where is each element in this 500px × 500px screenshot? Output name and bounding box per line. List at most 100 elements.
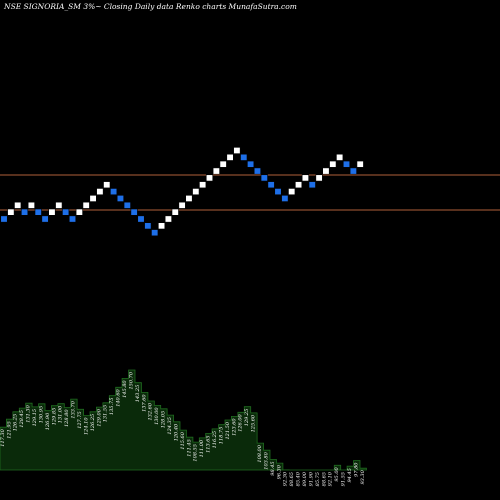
renko-brick-down (308, 181, 316, 189)
volume-value-label: 133.70 (71, 400, 77, 418)
volume-value-label: 113.65 (206, 435, 212, 453)
renko-brick-up (164, 215, 172, 223)
volume-value-label: 111.00 (199, 439, 205, 457)
volume-value-label: 126.00 (238, 413, 244, 431)
renko-brick-down (137, 215, 145, 223)
renko-brick-up (27, 201, 35, 209)
renko-brick-down (342, 160, 351, 168)
volume-value-label: 121.50 (225, 421, 231, 439)
volume-value-label: 131.30 (26, 404, 32, 422)
renko-brick-up (315, 174, 323, 182)
volume-value-label: 124.10 (83, 417, 89, 435)
volume-value-label: 137.60 (141, 394, 147, 412)
volume-value-label: 128.80 (64, 409, 70, 427)
volume-value-label: 85.40 (296, 471, 302, 486)
renko-brick-up (322, 167, 330, 175)
volume-value-label: 130.00 (154, 407, 160, 425)
renko-brick-up (192, 188, 200, 196)
volume-value-label: 88.65 (289, 472, 295, 486)
renko-brick-down (110, 188, 118, 196)
volume-area-shape (0, 369, 367, 471)
volume-value-label: 131.55 (103, 405, 109, 423)
volume-value-label: 129.85 (51, 408, 57, 426)
renko-brick-up (329, 160, 337, 168)
volume-value-label: 116.25 (212, 431, 218, 449)
volume-value-label: 88.65 (321, 472, 327, 486)
volume-value-label: 91.55 (341, 472, 347, 486)
volume-value-label: 117.30 (0, 428, 6, 446)
renko-brick-up (55, 201, 63, 209)
renko-brick-up (158, 222, 166, 230)
volume-value-label: 85.75 (315, 472, 321, 486)
renko-brick-up (212, 167, 220, 175)
volume-value-label: 97.80 (353, 462, 359, 477)
renko-brick-up (288, 188, 296, 196)
chart-title: NSE SIGNORIA_SM 3%~ Closing Daily data R… (3, 2, 297, 11)
renko-brick-up (82, 201, 90, 209)
volume-value-label: 145.80 (122, 380, 128, 398)
renko-brick-up (89, 195, 97, 202)
volume-value-label: 118.75 (218, 427, 224, 445)
volume-value-label: 94.45 (347, 468, 353, 482)
volume-value-label: 96.30 (276, 464, 282, 479)
renko-brick-down (130, 208, 138, 216)
volume-value-label: 108.00 (257, 444, 263, 462)
volume-value-label: 124.35 (167, 417, 173, 435)
volume-value-label: 111.45 (186, 439, 192, 457)
volume-value-label: 123.60 (231, 418, 237, 436)
volume-value-label: 121.95 (6, 421, 12, 439)
renko-brick-up (48, 208, 56, 216)
renko-brick-down (349, 167, 357, 175)
volume-value-label: 150.70 (128, 371, 134, 389)
renko-brick-down (253, 167, 261, 175)
volume-value-label: 95.00 (334, 466, 340, 481)
renko-brick-down (68, 215, 77, 223)
volume-value-label: 125.60 (251, 414, 257, 432)
renko-brick-up (96, 188, 104, 196)
renko-brick-up (205, 174, 214, 182)
renko-brick-up (356, 160, 364, 168)
volume-value-label: 129.25 (244, 409, 250, 427)
renko-brick-up (171, 208, 179, 216)
renko-brick-up (185, 195, 193, 202)
volume-value-label: 140.60 (116, 388, 122, 406)
renko-brick-up (219, 160, 227, 168)
volume-value-label: 115.60 (180, 431, 186, 449)
renko-brick-down (151, 229, 159, 237)
renko-brick-down (247, 160, 255, 168)
renko-brick-up (294, 181, 303, 189)
volume-labels: 117.30 121.95 126.25 128.45 131.30 129.15 130.… (0, 371, 366, 486)
volume-value-label: 127.75 (77, 411, 83, 429)
volume-value-label: 143.25 (135, 385, 141, 403)
renko-brick-up (7, 208, 15, 216)
volume-value-label: 92.30 (283, 471, 289, 486)
renko-brick-down (123, 201, 131, 209)
renko-brick-down (116, 195, 124, 202)
renko-brick-up (178, 201, 186, 209)
renko-brick-down (267, 181, 275, 189)
volume-value-label: 129.00 (96, 408, 102, 426)
volume-value-label: 128.05 (161, 411, 167, 429)
volume-value-label: 126.25 (13, 414, 19, 432)
renko-brick-down (240, 153, 248, 161)
renko-brick-up (103, 181, 111, 189)
renko-brick-up (226, 153, 234, 161)
volume-value-label: 129.15 (32, 409, 38, 427)
renko-brick-down (0, 215, 8, 223)
volume-value-label: 131.00 (58, 405, 64, 423)
renko-brick-down (20, 208, 29, 216)
volume-value-label: 89.00 (302, 471, 308, 486)
renko-brick-down (260, 174, 268, 182)
renko-brick-down (41, 215, 49, 223)
renko-brick-up (301, 174, 309, 182)
volume-value-label: 98.45 (270, 461, 276, 475)
volume-value-label: 132.60 (148, 402, 154, 420)
volume-value-label: 91.90 (308, 471, 314, 486)
volume-value-label: 126.90 (45, 412, 51, 430)
volume-value-label: 135.75 (109, 398, 115, 416)
volume-value-label: 103.80 (263, 451, 269, 469)
volume-area (0, 369, 367, 471)
volume-value-label: 92.10 (328, 471, 334, 486)
renko-brick-up (336, 153, 344, 161)
